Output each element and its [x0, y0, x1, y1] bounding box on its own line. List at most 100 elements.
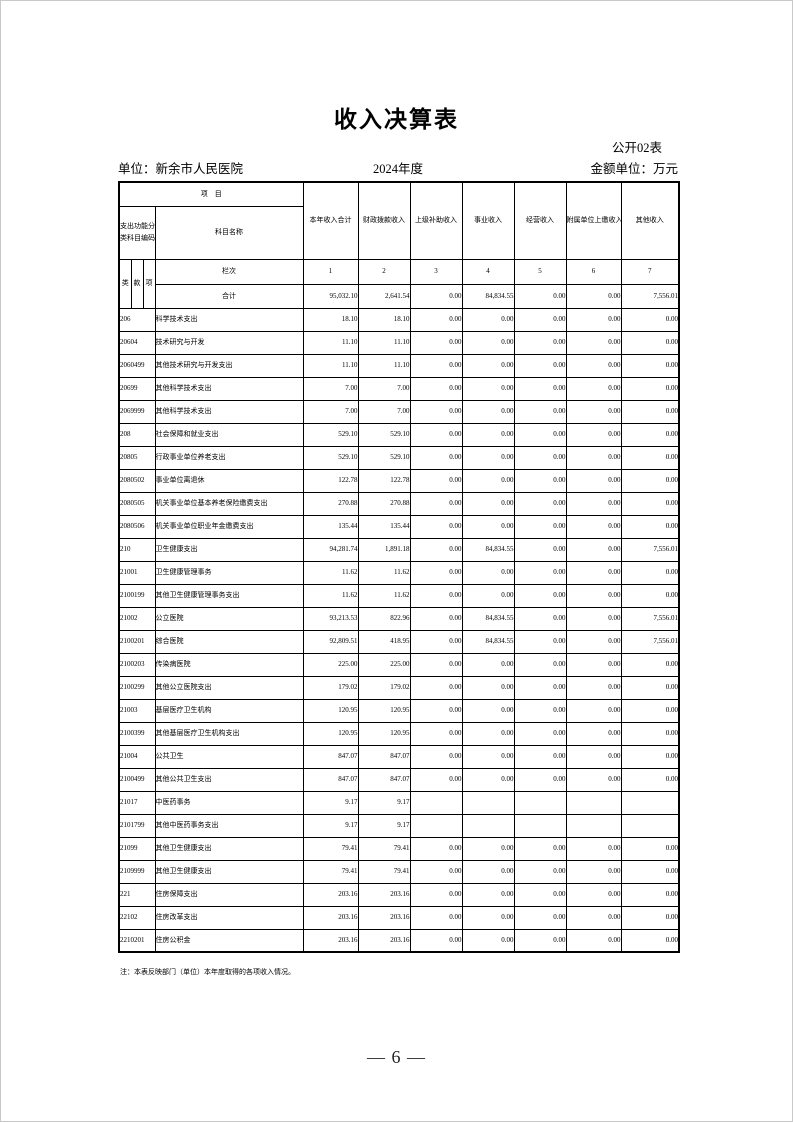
- table-row: 20604 技术研究与开发 11.10 11.10 0.00 0.00 0.00…: [118, 330, 680, 355]
- row-value: 0.00: [461, 928, 515, 953]
- row-value: 0.00: [565, 583, 622, 608]
- row-value: 0.00: [565, 445, 622, 470]
- table-row: 21002 公立医院 93,213.53 822.96 0.00 84,834.…: [118, 606, 680, 631]
- row-function-code: 21002: [118, 606, 156, 631]
- table-row: 2060499 其他技术研究与开发支出 11.10 11.10 0.00 0.0…: [118, 353, 680, 378]
- table-row: 2100203 传染病医院 225.00 225.00 0.00 0.00 0.…: [118, 652, 680, 677]
- table-row: 2080506 机关事业单位职业年金缴费支出 135.44 135.44 0.0…: [118, 514, 680, 539]
- row-value: 0.00: [409, 836, 463, 861]
- row-value: 92,809.51: [302, 629, 359, 654]
- col-header-affiliated-unit-remittance-income: 附属单位上缴收入: [565, 181, 622, 260]
- row-value: 0.00: [565, 629, 622, 654]
- row-value: 0.00: [513, 583, 567, 608]
- row-value: 122.78: [302, 468, 359, 493]
- row-value: 0.00: [620, 859, 680, 884]
- row-value: [513, 790, 567, 815]
- row-subject-name: 其他中医药事务支出: [154, 813, 304, 838]
- row-value: 0.00: [565, 652, 622, 677]
- grand-total-value: 0.00: [565, 283, 622, 309]
- income-statement-table: 项 目 本年收入合计 财政拨款收入 上级补助收入 事业收入 经营收入 附属单位上…: [118, 181, 680, 953]
- row-value: 0.00: [513, 468, 567, 493]
- row-value: 0.00: [565, 330, 622, 355]
- table-row: 2100299 其他公立医院支出 179.02 179.02 0.00 0.00…: [118, 675, 680, 700]
- col-header-fiscal-appropriation-income: 财政拨款收入: [357, 181, 411, 260]
- row-value: 0.00: [513, 859, 567, 884]
- code-sub-header-category: 类: [118, 258, 132, 309]
- table-row: 21001 卫生健康管理事务 11.62 11.62 0.00 0.00 0.0…: [118, 560, 680, 585]
- row-value: 0.00: [409, 928, 463, 953]
- row-value: 0.00: [620, 330, 680, 355]
- year-label: 2024年度: [372, 162, 423, 176]
- row-value: 0.00: [620, 422, 680, 447]
- row-value: 7.00: [302, 376, 359, 401]
- row-function-code: 2100399: [118, 721, 156, 746]
- row-function-code: 21004: [118, 744, 156, 769]
- row-value: 94,281.74: [302, 537, 359, 562]
- row-value: 0.00: [565, 905, 622, 930]
- table-row: 206 科学技术支出 18.10 18.10 0.00 0.00 0.00 0.…: [118, 307, 680, 332]
- row-value: 0.00: [409, 422, 463, 447]
- row-function-code: 20805: [118, 445, 156, 470]
- column-number: 1: [302, 258, 359, 285]
- row-subject-name: 其他科学技术支出: [154, 399, 304, 424]
- row-subject-name: 卫生健康支出: [154, 537, 304, 562]
- row-value: 0.00: [620, 514, 680, 539]
- row-value: 135.44: [302, 514, 359, 539]
- row-value: 0.00: [461, 491, 515, 516]
- row-value: 79.41: [302, 836, 359, 861]
- row-value: 18.10: [302, 307, 359, 332]
- row-value: 0.00: [565, 468, 622, 493]
- table-row: 208 社会保障和就业支出 529.10 529.10 0.00 0.00 0.…: [118, 422, 680, 447]
- row-value: 0.00: [565, 353, 622, 378]
- row-value: 0.00: [461, 882, 515, 907]
- row-value: 0.00: [620, 767, 680, 792]
- subject-name-header: 科目名称: [154, 205, 304, 260]
- row-value: 0.00: [409, 353, 463, 378]
- column-number: 2: [357, 258, 411, 285]
- row-value: 0.00: [461, 514, 515, 539]
- row-value: 0.00: [565, 928, 622, 953]
- row-value: 0.00: [461, 652, 515, 677]
- row-value: 0.00: [513, 537, 567, 562]
- row-value: 0.00: [461, 675, 515, 700]
- row-subject-name: 综合医院: [154, 629, 304, 654]
- row-function-code: 206: [118, 307, 156, 332]
- row-value: 847.07: [302, 744, 359, 769]
- item-group-header: 项 目: [118, 181, 304, 207]
- row-value: 84,834.55: [461, 629, 515, 654]
- col-header-other-income: 其他收入: [620, 181, 680, 260]
- row-function-code: 210: [118, 537, 156, 562]
- row-function-code: 208: [118, 422, 156, 447]
- row-value: 0.00: [461, 744, 515, 769]
- row-value: 0.00: [565, 560, 622, 585]
- row-value: 0.00: [409, 307, 463, 332]
- table-row: 2100199 其他卫生健康管理事务支出 11.62 11.62 0.00 0.…: [118, 583, 680, 608]
- row-value: 0.00: [565, 491, 622, 516]
- table-header: 项 目 本年收入合计 财政拨款收入 上级补助收入 事业收入 经营收入 附属单位上…: [118, 181, 680, 309]
- row-value: 0.00: [409, 583, 463, 608]
- row-value: 270.88: [302, 491, 359, 516]
- row-subject-name: 社会保障和就业支出: [154, 422, 304, 447]
- row-value: 11.10: [302, 353, 359, 378]
- row-value: 0.00: [513, 652, 567, 677]
- row-value: 0.00: [513, 606, 567, 631]
- row-value: 0.00: [620, 376, 680, 401]
- row-value: 203.16: [302, 928, 359, 953]
- row-value: 0.00: [409, 330, 463, 355]
- grand-total-value: 0.00: [513, 283, 567, 309]
- row-value: 0.00: [565, 767, 622, 792]
- row-value: 0.00: [620, 721, 680, 746]
- row-subject-name: 科学技术支出: [154, 307, 304, 332]
- row-value: 203.16: [302, 905, 359, 930]
- page-number: — 6 —: [367, 1047, 426, 1067]
- row-function-code: 2100199: [118, 583, 156, 608]
- row-value: 0.00: [461, 445, 515, 470]
- row-value: 11.10: [302, 330, 359, 355]
- row-subject-name: 中医药事务: [154, 790, 304, 815]
- row-value: 0.00: [409, 560, 463, 585]
- row-value: 0.00: [513, 422, 567, 447]
- row-subject-name: 卫生健康管理事务: [154, 560, 304, 585]
- row-value: 9.17: [357, 790, 411, 815]
- row-subject-name: 住房改革支出: [154, 905, 304, 930]
- table-row: 210 卫生健康支出 94,281.74 1,891.18 0.00 84,83…: [118, 537, 680, 562]
